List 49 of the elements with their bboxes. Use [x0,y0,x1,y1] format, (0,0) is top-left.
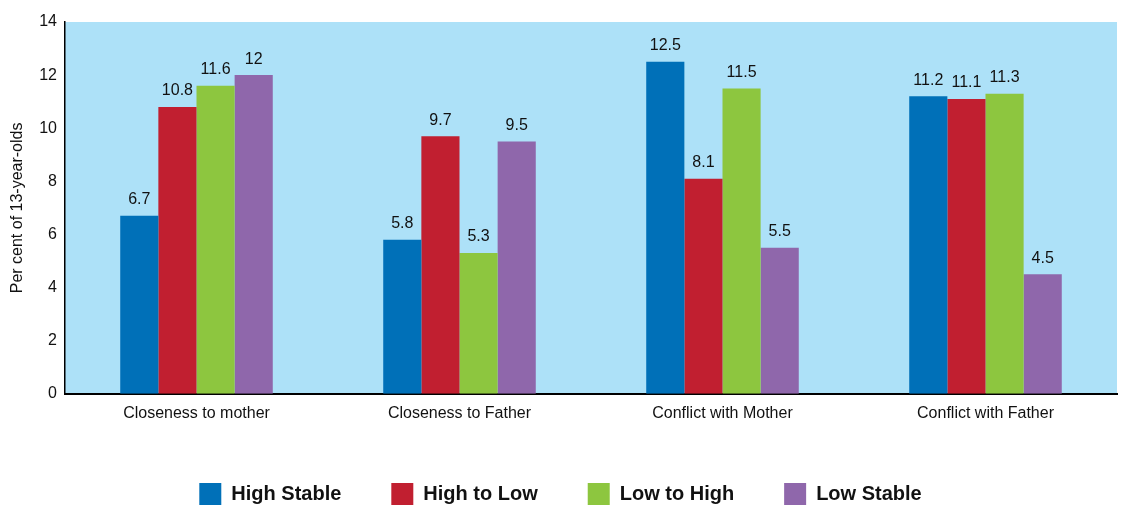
bar [760,247,799,394]
bar [383,239,422,394]
bar [684,178,723,394]
bar [947,99,986,394]
x-tick-label: Closeness to mother [123,403,271,421]
bar [722,88,761,394]
bar [421,136,460,394]
y-tick-label: 10 [39,118,58,136]
y-tick-label: 2 [48,331,58,349]
bar [120,215,159,394]
bar [909,96,948,394]
x-tick-label: Conflict with Father [917,403,1055,421]
data-label: 5.3 [467,227,490,245]
data-label: 5.8 [391,214,414,232]
y-axis-title: Per cent of 13-year-olds [8,122,26,294]
bar [234,75,273,394]
x-tick-label: Closeness to Father [387,403,532,421]
data-label: 11.3 [989,68,1020,86]
legend-label: Low Stable [816,481,922,504]
data-label: 4.5 [1031,248,1054,266]
y-tick-label: 14 [39,12,58,30]
data-label: 8.1 [692,153,715,171]
data-label: 11.5 [726,62,757,80]
bar [459,253,498,394]
data-label: 10.8 [161,81,194,99]
data-label: 6.7 [128,190,151,208]
data-label: 11.6 [200,60,231,78]
legend-label: High to Low [423,481,539,504]
legend-label: High Stable [231,481,342,504]
y-tick-label: 6 [48,224,58,242]
bar [497,141,536,394]
data-label: 11.2 [913,70,944,88]
bar [646,61,685,394]
bar [196,85,235,394]
bar [1023,274,1062,394]
data-label: 11.1 [951,73,982,91]
x-tick-label: Conflict with Mother [652,403,794,421]
y-tick-label: 0 [48,384,58,402]
data-label: 12 [244,49,263,67]
y-tick-label: 12 [39,65,58,83]
legend-label: Low to High [619,481,735,504]
bar [985,93,1024,394]
data-label: 12.5 [649,36,681,54]
bar [158,106,197,394]
data-label: 9.5 [505,115,528,133]
y-tick-label: 8 [48,171,58,189]
data-label: 5.5 [768,222,791,240]
y-tick-label: 4 [48,277,58,295]
data-label: 9.7 [429,110,452,128]
